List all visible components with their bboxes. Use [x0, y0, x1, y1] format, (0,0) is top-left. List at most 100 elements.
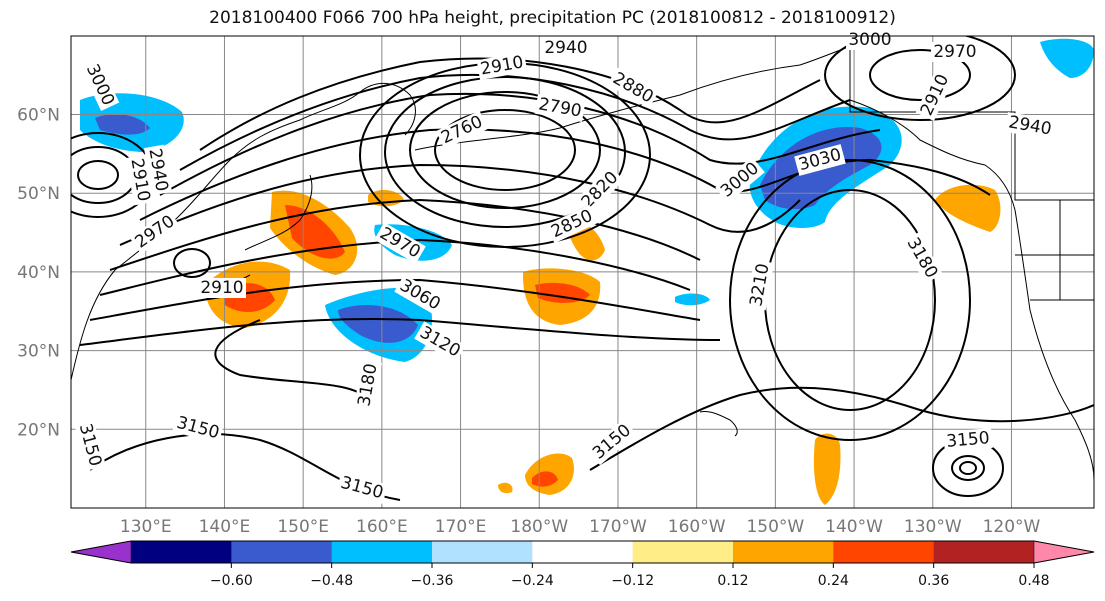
- colorbar-tick-label: 0.12: [717, 573, 748, 589]
- contour-label-bg: [125, 154, 155, 206]
- colorbar-tick-label: −0.36: [411, 573, 454, 589]
- contour-wave-4: [139, 128, 991, 221]
- contour-label-bg: [943, 427, 993, 453]
- colorbar-tick-label: −0.24: [511, 573, 554, 589]
- contour-low-inner: [434, 109, 576, 191]
- colorbar: −0.60 −0.48 −0.36 −0.24 −0.12 0.12 0.24 0.36 0.4…: [70, 540, 1095, 589]
- contour-ne-low-1: [869, 49, 971, 101]
- contour-label-bg: [901, 232, 943, 284]
- contour-hurricane-2: [951, 455, 985, 481]
- contour-label-bg: [607, 67, 659, 109]
- colorbar-segment: [632, 541, 734, 563]
- contour-label-bg: [198, 278, 246, 298]
- coastline-asia: [71, 119, 301, 381]
- colorbar-segment: [833, 541, 935, 563]
- longitude-label: 180°W: [510, 517, 568, 537]
- colorbar-tick-label: 0.24: [818, 573, 849, 589]
- pos-anomaly-tropical-east: [813, 433, 841, 505]
- neg-anomaly-kamchatka-core: [95, 114, 150, 135]
- pos-anomaly-west-coast: [935, 184, 1001, 232]
- contour-hurricane-1: [959, 461, 977, 475]
- contour-japan-low: [173, 248, 211, 278]
- contour-label-bg: [374, 222, 426, 264]
- contour-label-bg: [846, 30, 894, 50]
- colorbar-segment: [231, 541, 333, 563]
- latitude-label: 50°N: [17, 184, 60, 204]
- contour-label-bg: [715, 156, 765, 204]
- colorbar-extend-low: [70, 540, 132, 564]
- contour-label-bg: [143, 144, 173, 196]
- contour-label-bg: [542, 38, 590, 58]
- longitude-label: 150°E: [277, 517, 329, 537]
- contour-label-bg: [436, 110, 488, 150]
- pos-anomaly-dateline-core: [535, 282, 590, 303]
- colorbar-extend-high: [1033, 540, 1095, 564]
- contour-label: 2940: [544, 38, 587, 58]
- contour-label-bg: [931, 42, 979, 62]
- contour-label-bg: [546, 204, 598, 244]
- colorbar-tick-label: 0.36: [918, 573, 949, 589]
- longitude-label: 170°W: [589, 517, 647, 537]
- contour-label-bg: [80, 59, 120, 111]
- neg-anomaly-south-core: [338, 305, 418, 343]
- colorbar-tick-label: −0.60: [210, 573, 253, 589]
- contour-label-bg: [74, 419, 106, 471]
- contour-wave-1: [199, 57, 821, 151]
- coastline-kamchatka: [299, 82, 416, 136]
- neg-anomaly-tiny: [675, 293, 710, 306]
- contour-label-bg: [129, 210, 181, 254]
- colorbar-segment: [331, 541, 433, 563]
- contour-high-outer: [729, 159, 971, 441]
- contour-label: 3000: [848, 30, 891, 50]
- longitude-label: 140°W: [825, 517, 883, 537]
- colorbar-segment: [933, 541, 1035, 563]
- longitude-label: 120°W: [983, 517, 1041, 537]
- pos-anomaly-japan-north-core: [285, 205, 345, 259]
- colorbar-segment: [733, 541, 834, 563]
- contour-label-bg: [745, 259, 775, 311]
- colorbar-tick-label: −0.48: [310, 573, 353, 589]
- latitude-label: 40°N: [17, 263, 60, 283]
- latitude-labels: 60°N 50°N 40°N 30°N 20°N: [17, 106, 60, 441]
- contour-label: 2970: [933, 42, 976, 62]
- coastline-aleutians: [414, 64, 801, 151]
- contour-3180-south: [214, 319, 371, 401]
- colorbar-tick-label: 0.48: [1018, 573, 1049, 589]
- contour-wave-9: [79, 318, 721, 346]
- contour-label-bg: [172, 412, 224, 444]
- longitude-label: 150°W: [746, 517, 804, 537]
- contour-label-bg: [414, 321, 466, 363]
- pos-anomaly-tiny: [498, 482, 513, 494]
- contour-wave-2: [179, 73, 851, 171]
- colorbar-segment: [131, 541, 232, 563]
- contour-wave-5: [119, 163, 801, 246]
- pos-anomaly-hawaii-south-core: [532, 471, 558, 487]
- contour-label: 2910: [200, 278, 243, 298]
- state-borders: [1015, 200, 1094, 301]
- contour-label-bg: [1004, 111, 1056, 141]
- alaska-border: [849, 36, 1094, 201]
- contour-label-bg: [915, 69, 955, 121]
- latitude-label: 30°N: [17, 342, 60, 362]
- contour-label-bg: [587, 418, 637, 466]
- contour-label-bg: [476, 51, 528, 81]
- longitude-label: 170°E: [435, 517, 487, 537]
- coastline-hawaii: [699, 411, 738, 437]
- contour-label-bg: [794, 144, 846, 176]
- contour-low-3: [384, 76, 626, 228]
- longitude-label: 130°E: [120, 517, 172, 537]
- contour-ne-low-2: [824, 36, 1016, 121]
- map-frame: [70, 35, 1095, 509]
- contour-west-low-1: [77, 160, 119, 190]
- contour-wave-8: [89, 278, 701, 321]
- colorbar-segment: [532, 541, 634, 563]
- contour-label: 3150: [946, 428, 991, 452]
- latitude-label: 60°N: [17, 106, 60, 126]
- longitude-labels: 130°E 140°E 150°E 160°E 170°E 180°W 170°W 160°W…: [120, 517, 1041, 537]
- latitude-label: 20°N: [17, 420, 60, 440]
- contour-wave-6: [109, 198, 701, 271]
- contour-3150-east: [589, 386, 1094, 471]
- colorbar-outline: [70, 540, 1095, 564]
